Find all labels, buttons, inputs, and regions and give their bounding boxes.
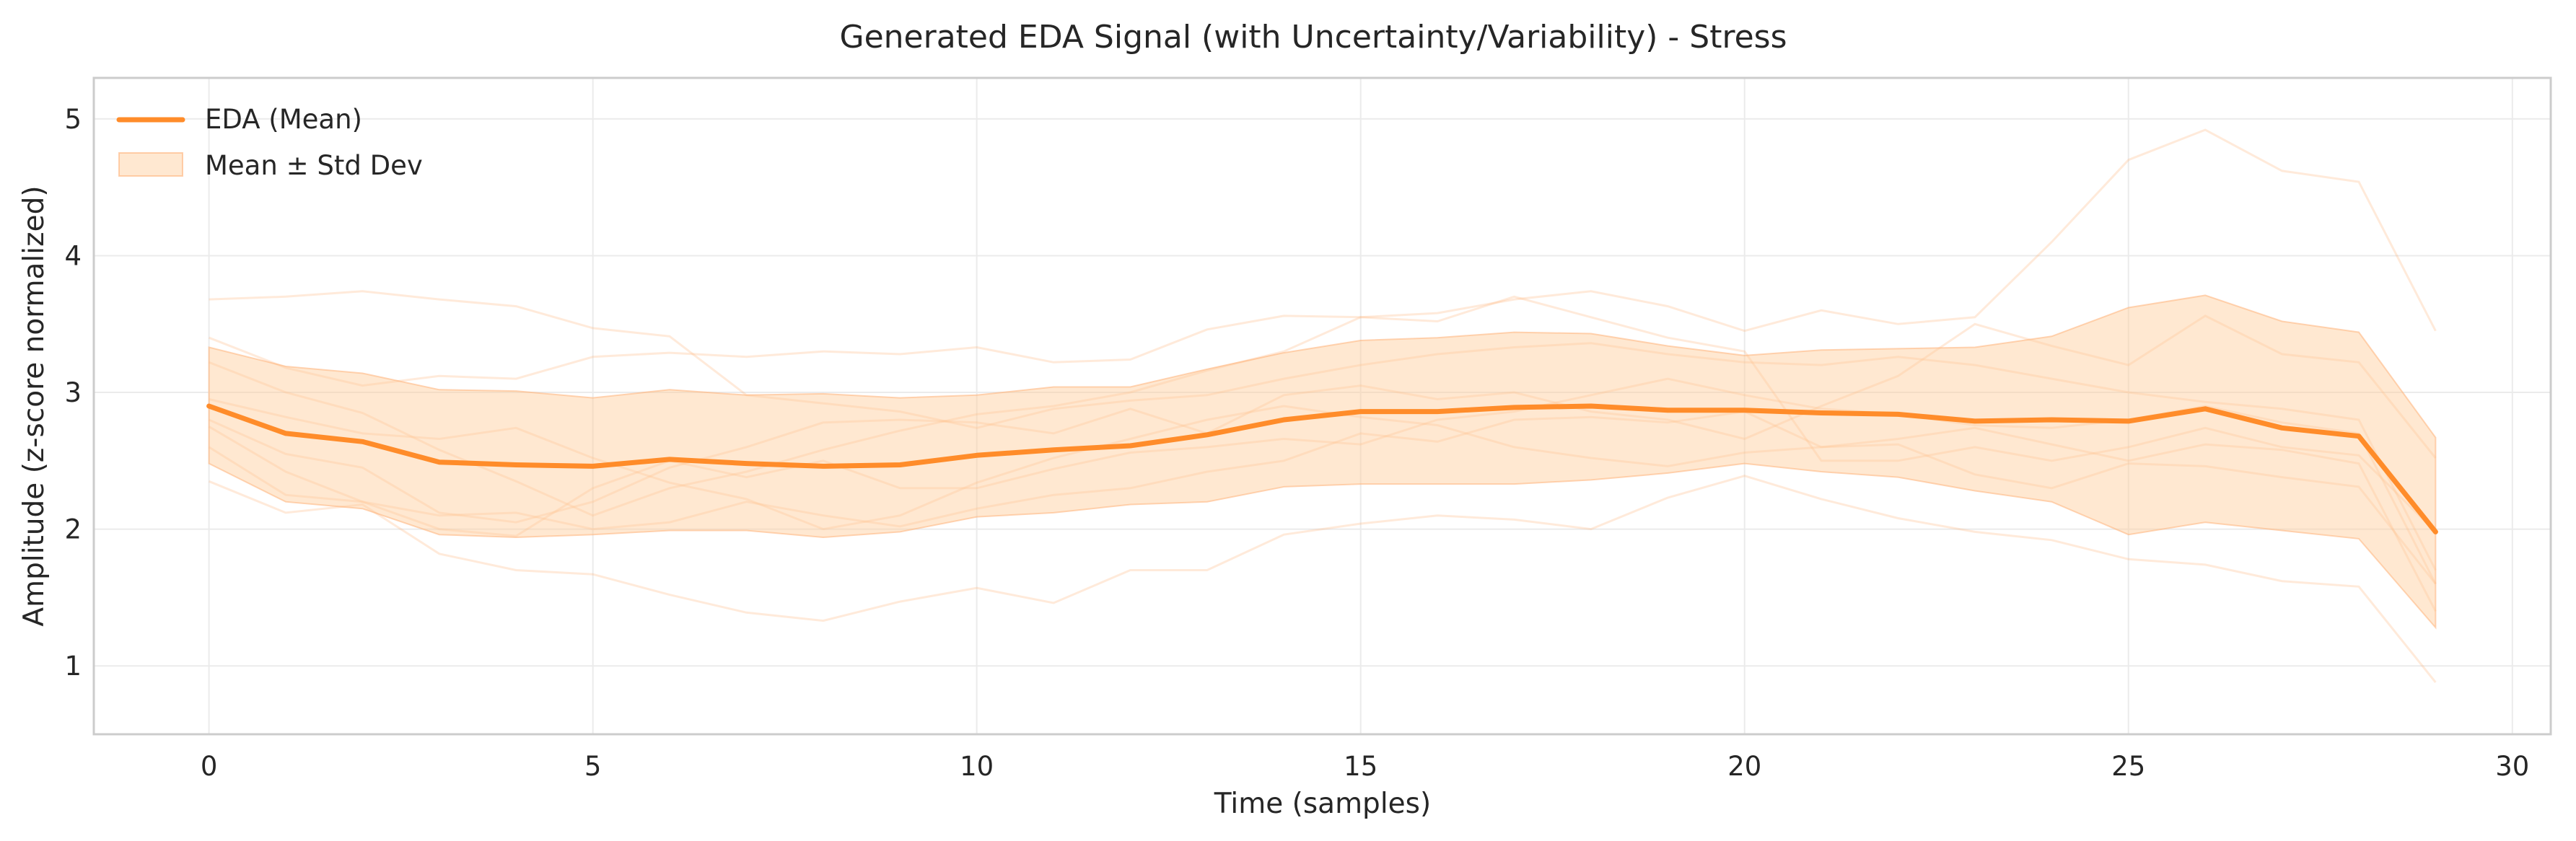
y-axis-label: Amplitude (z-score normalized) [18,185,51,626]
chart-title: Generated EDA Signal (with Uncertainty/V… [840,19,1787,56]
x-axis-label: Time (samples) [1214,788,1431,820]
sample-trace-2 [209,128,2437,387]
y-tick-label-2: 3 [64,377,82,408]
sample-traces [208,128,2437,683]
grid-lines [94,78,2551,734]
mean-series-line [206,403,2438,534]
sample-trace-7 [209,398,2437,612]
x-tick-label-2: 10 [960,751,994,782]
y-tick-labels: 1 2 3 4 5 [64,104,82,682]
y-tick-label-3: 4 [64,240,82,271]
sample-trace-4 [209,295,2437,533]
y-tick-label-4: 5 [64,104,82,135]
x-tick-label-6: 30 [2495,751,2529,782]
legend-band-swatch [118,152,183,177]
mean-line [206,403,2438,534]
sample-trace-6 [208,377,2437,585]
x-tick-label-3: 15 [1344,751,1377,782]
sample-trace-3 [208,314,2437,524]
sample-trace-0 [209,290,2437,571]
x-tick-label-1: 5 [584,751,602,782]
x-tick-labels: 0 5 10 15 20 25 30 [201,751,2530,782]
sample-trace-5 [208,410,2437,585]
std-dev-area [208,294,2437,630]
x-tick-label-4: 20 [1727,751,1761,782]
y-tick-label-1: 2 [64,514,82,545]
y-tick-label-0: 1 [64,651,82,682]
std-dev-band [208,294,2437,630]
plot-frame [92,76,2552,736]
x-tick-label-5: 25 [2111,751,2145,782]
x-tick-label-0: 0 [201,751,218,782]
legend-mean-label: EDA (Mean) [205,104,362,135]
legend-band-label: Mean ± Std Dev [205,150,423,181]
legend: EDA (Mean) Mean ± Std Dev [116,104,423,181]
sample-trace-1 [209,475,2437,683]
